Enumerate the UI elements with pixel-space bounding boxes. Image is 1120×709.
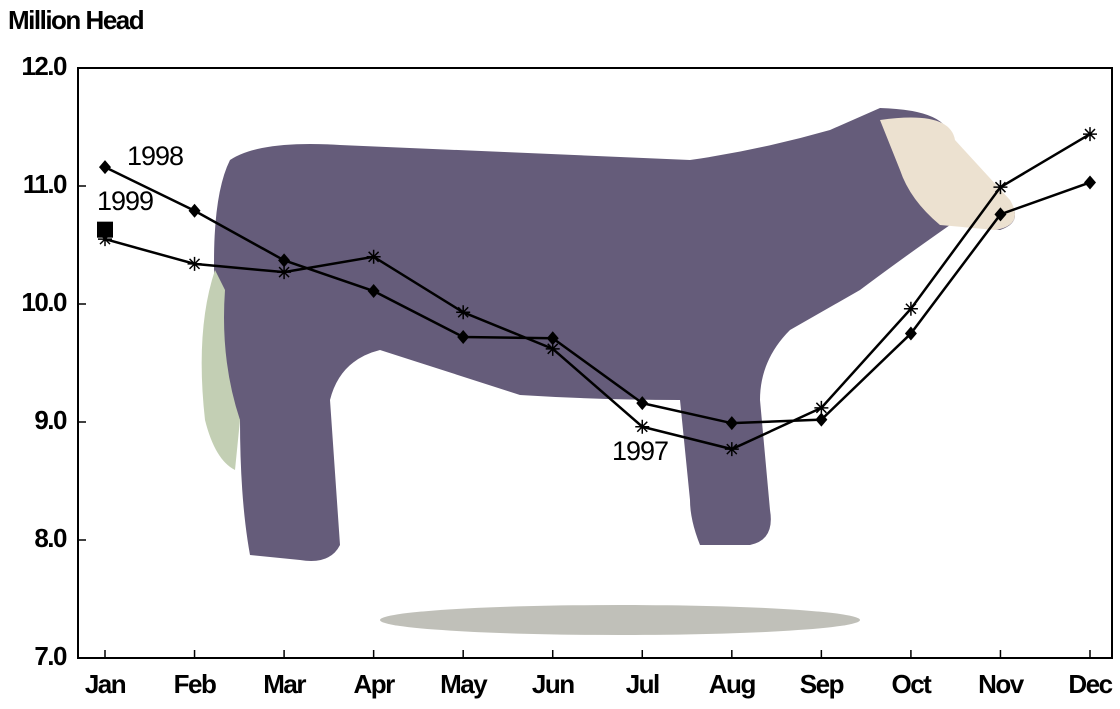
diamond-marker: [99, 160, 111, 174]
square-marker: [97, 222, 113, 238]
star-marker: [993, 180, 1007, 194]
diamond-marker: [1084, 175, 1096, 189]
x-tick-label: Feb: [174, 669, 216, 699]
star-marker: [904, 302, 918, 316]
chart: Million Head 7.0 8.0 9.0 10.0 11.0 12.0 Jan Feb…: [0, 0, 1120, 704]
x-tick-label: Apr: [353, 669, 395, 699]
star-marker: [367, 250, 381, 264]
star-marker: [456, 305, 470, 319]
star-marker: [725, 442, 739, 456]
series-label: 1999: [97, 186, 153, 216]
x-tick-label: Nov: [978, 669, 1025, 699]
star-marker: [1083, 127, 1097, 141]
star-marker: [635, 420, 649, 434]
x-tick-label: May: [440, 669, 488, 699]
series-label: 1997: [612, 436, 668, 466]
star-marker: [188, 257, 202, 271]
cow-illustration: [202, 108, 1015, 635]
y-axis-label: Million Head: [8, 5, 144, 35]
y-tick-label: 9.0: [34, 405, 67, 435]
y-tick-label: 8.0: [34, 523, 67, 553]
series-label: 1998: [127, 141, 183, 171]
x-tick-label: Mar: [263, 669, 306, 699]
x-tick-label: Oct: [891, 669, 932, 699]
y-tick-label: 7.0: [34, 641, 67, 671]
y-tick-label: 10.0: [21, 287, 67, 317]
x-tick-label: Jul: [626, 669, 659, 699]
y-tick-label: 11.0: [23, 169, 67, 199]
x-tick-label: Aug: [709, 669, 756, 699]
x-tick-label: Jun: [532, 669, 574, 699]
x-tick-label: Sep: [800, 669, 844, 699]
x-tick-label: Dec: [1068, 669, 1112, 699]
diamond-marker: [189, 204, 201, 218]
x-tick-label: Jan: [85, 669, 126, 699]
y-tick-label: 12.0: [21, 51, 67, 81]
